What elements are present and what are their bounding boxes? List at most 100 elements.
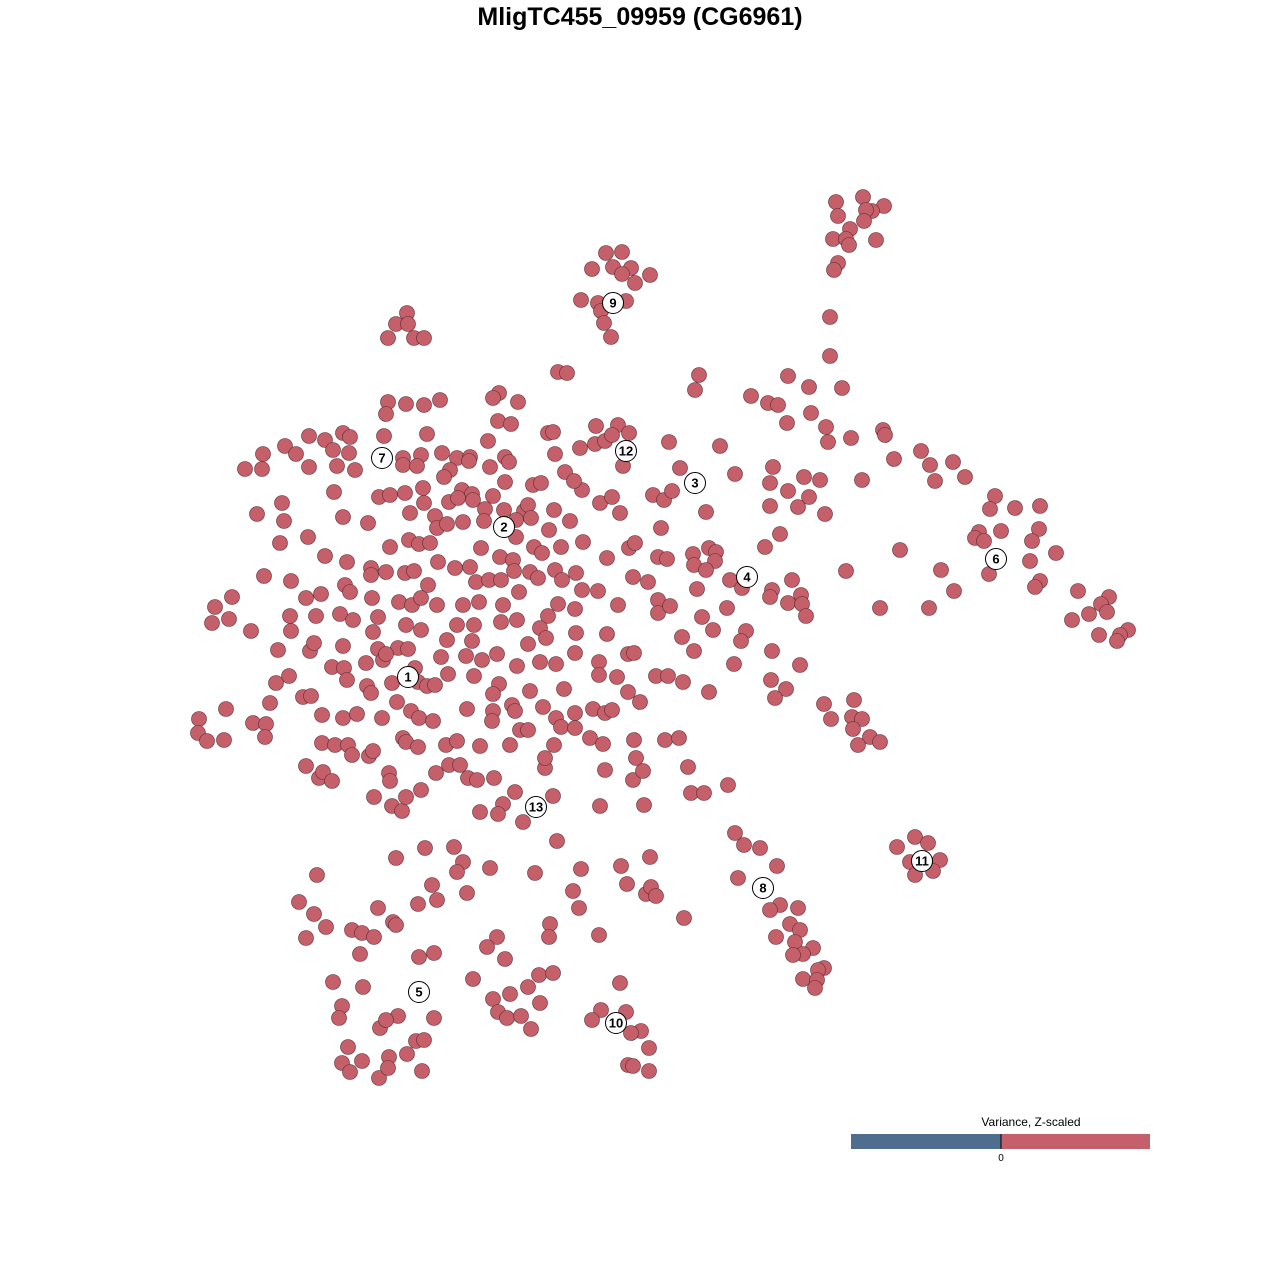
cluster-label-circle (684, 472, 706, 494)
data-point (613, 858, 629, 874)
data-point (661, 434, 677, 450)
data-point (546, 502, 562, 518)
data-point (850, 737, 866, 753)
data-point (854, 472, 870, 488)
data-point (281, 668, 297, 684)
data-point (306, 635, 322, 651)
data-point (376, 428, 392, 444)
data-point (380, 330, 396, 346)
data-point (427, 677, 443, 693)
cluster-label-circle (911, 850, 933, 872)
data-point (426, 945, 442, 961)
data-point (855, 189, 871, 205)
data-point (221, 611, 237, 627)
data-point (339, 554, 355, 570)
data-point (556, 681, 572, 697)
data-point (807, 980, 823, 996)
data-point (332, 606, 348, 622)
data-point (720, 777, 736, 793)
data-point (459, 885, 475, 901)
data-point (502, 737, 518, 753)
data-point (686, 643, 702, 659)
data-point (778, 681, 794, 697)
data-point (584, 1012, 600, 1028)
data-point (497, 474, 513, 490)
data-point (534, 545, 550, 561)
data-point (597, 762, 613, 778)
data-point (257, 729, 273, 745)
data-point (532, 995, 548, 1011)
data-point (757, 539, 773, 555)
data-point (370, 609, 386, 625)
data-point (413, 782, 429, 798)
data-point (877, 427, 893, 443)
data-point (411, 710, 427, 726)
data-point (762, 902, 778, 918)
data-point (801, 379, 817, 395)
cluster-label-circle (408, 981, 430, 1003)
data-point (378, 646, 394, 662)
data-point (520, 636, 536, 652)
data-point (331, 1010, 347, 1026)
data-point (485, 686, 501, 702)
cluster-label-circle (985, 548, 1007, 570)
data-point (461, 453, 477, 469)
data-point (907, 829, 923, 845)
data-point (650, 605, 666, 621)
data-point (398, 396, 414, 412)
data-point (397, 485, 413, 501)
data-point (256, 568, 272, 584)
data-point (571, 900, 587, 916)
data-point (355, 979, 371, 995)
data-point (823, 711, 839, 727)
data-point (1064, 612, 1080, 628)
data-point (565, 883, 581, 899)
data-point (288, 446, 304, 462)
data-point (868, 232, 884, 248)
data-point (458, 648, 474, 664)
cluster-label-text: 12 (619, 444, 633, 459)
data-point (363, 685, 379, 701)
data-point (1109, 633, 1125, 649)
data-point (743, 388, 759, 404)
data-point (400, 641, 416, 657)
data-point (447, 560, 463, 576)
data-point (545, 788, 561, 804)
data-point (520, 722, 536, 738)
data-point (792, 657, 808, 673)
data-point (834, 380, 850, 396)
data-point (582, 730, 598, 746)
data-point (765, 459, 781, 475)
data-point (415, 480, 431, 496)
data-point (662, 598, 678, 614)
data-point (354, 1053, 370, 1069)
data-point (790, 499, 806, 515)
data-point (378, 406, 394, 422)
data-point (946, 583, 962, 599)
data-point (409, 458, 425, 474)
cluster-label-circle (605, 1012, 627, 1034)
cluster-label: 2 (493, 516, 515, 538)
data-point (298, 930, 314, 946)
data-point (780, 368, 796, 384)
data-point (828, 194, 844, 210)
data-point (402, 505, 418, 521)
data-point (523, 1021, 539, 1037)
data-point (614, 244, 630, 260)
data-point (473, 540, 489, 556)
cluster-label: 3 (684, 472, 706, 494)
data-point (727, 466, 743, 482)
data-point (763, 672, 779, 688)
data-point (303, 688, 319, 704)
data-point (245, 715, 261, 731)
data-point (780, 483, 796, 499)
data-point (801, 489, 817, 505)
data-point (502, 986, 518, 1002)
data-point (398, 617, 414, 633)
data-point (432, 392, 448, 408)
data-point (672, 460, 688, 476)
data-point (485, 390, 501, 406)
data-point (1024, 533, 1040, 549)
data-point (892, 542, 908, 558)
